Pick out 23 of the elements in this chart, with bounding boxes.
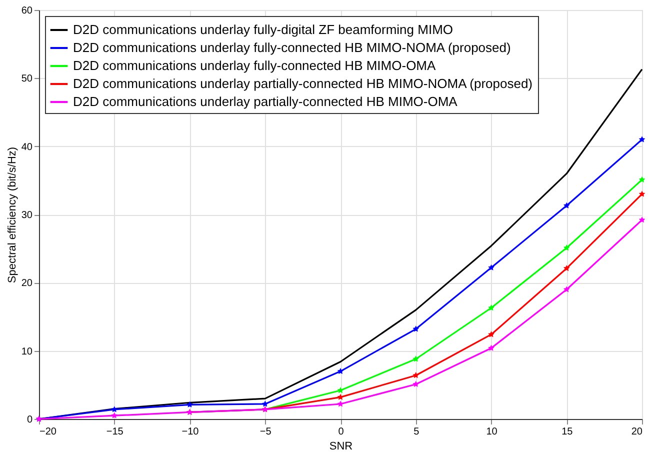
x-tick-label: −10 [182, 426, 200, 438]
x-tick-label: −5 [260, 426, 272, 438]
y-axis-title: Spectral efficiency (bit/s/Hz) [6, 146, 18, 284]
x-tick-label: 0 [338, 426, 344, 438]
y-tick-label: 40 [21, 142, 33, 153]
y-tick-label: 50 [21, 74, 33, 85]
x-tick-label: −20 [40, 426, 57, 438]
legend-label: D2D communications underlay partially-connected HB MIMO-NOMA (proposed) [73, 76, 533, 91]
x-tick-label: 15 [562, 426, 574, 438]
legend-label: D2D communications underlay fully-digital ZF beamforming MIMO [73, 22, 454, 37]
y-tick-label: 60 [21, 6, 33, 16]
y-tick-label: 0 [26, 414, 33, 426]
x-tick-label: 20 [631, 426, 643, 438]
x-tick-label: 5 [414, 426, 420, 438]
legend-label: D2D communications underlay fully-connected HB MIMO-OMA [73, 58, 436, 73]
legend-label: D2D communications underlay partially-connected HB MIMO-OMA [73, 94, 458, 109]
x-tick-label: 10 [486, 426, 498, 438]
y-tick-label: 10 [21, 346, 33, 358]
y-tick-label: 30 [21, 210, 33, 221]
y-tick-label: 20 [21, 278, 33, 290]
x-tick-label: −15 [106, 426, 124, 438]
legend-label: D2D communications underlay fully-connected HB MIMO-NOMA (proposed) [73, 40, 511, 55]
x-axis-title: SNR [329, 440, 353, 452]
